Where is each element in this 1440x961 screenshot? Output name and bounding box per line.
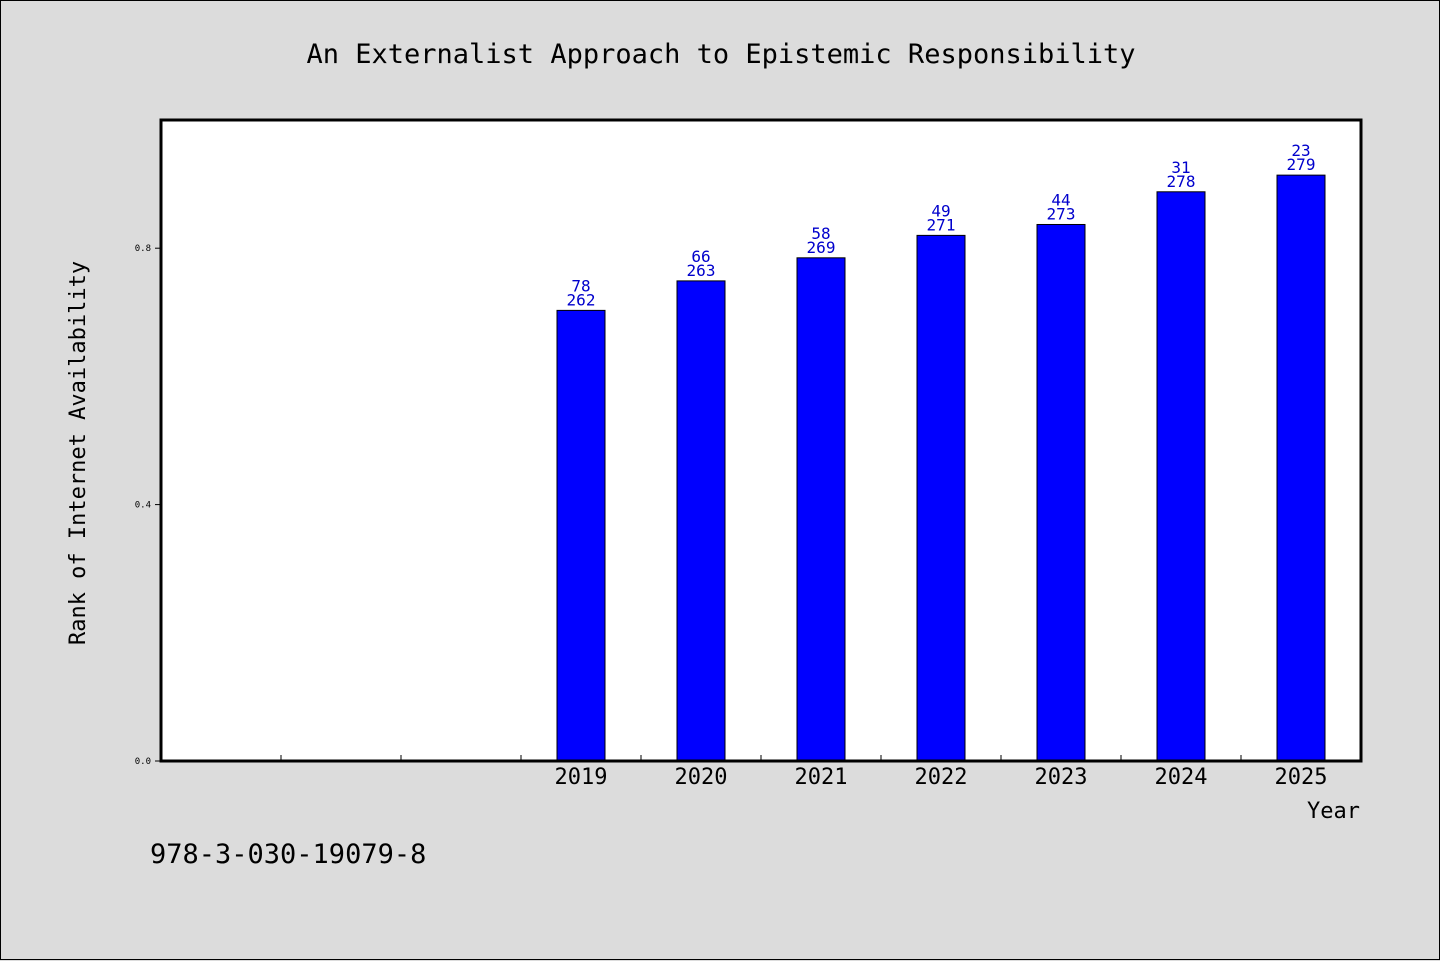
- y-axis-label: Rank of Internet Availability: [66, 261, 91, 645]
- bar-label-rank-2025: 23: [1291, 141, 1310, 160]
- bar-label-count-2024: 278: [1167, 172, 1196, 191]
- x-tick-label-2023: 2023: [1035, 765, 1088, 790]
- bar-2022: [916, 234, 966, 762]
- bar-2019: [556, 309, 606, 762]
- x-tick-label-2021: 2021: [795, 765, 848, 790]
- y-tick-label: 0.0: [135, 757, 151, 767]
- x-axis-label: Year: [1307, 799, 1360, 824]
- y-tick-label: 0.4: [135, 501, 151, 511]
- bar-label-count-2022: 271: [927, 215, 956, 234]
- x-tick-label-2019: 2019: [555, 765, 608, 790]
- bar-label-rank-2022: 49: [931, 201, 950, 220]
- x-tick-label-2022: 2022: [915, 765, 968, 790]
- bar-2020: [676, 280, 726, 762]
- bar-label-count-2019: 262: [567, 290, 596, 309]
- bar-label-rank-2020: 66: [691, 247, 710, 266]
- y-tick-label: 0.8: [135, 244, 151, 254]
- bar-label-rank-2021: 58: [811, 224, 830, 243]
- plot-border: [159, 118, 1363, 763]
- bar-label-rank-2024: 31: [1171, 158, 1190, 177]
- bar-2023: [1036, 223, 1086, 762]
- chart-title: An Externalist Approach to Epistemic Res…: [306, 39, 1135, 70]
- bar-2025: [1276, 174, 1326, 762]
- x-tick-label-2025: 2025: [1275, 765, 1328, 790]
- bar-label-count-2021: 269: [807, 238, 836, 257]
- ticks-group: 0.0 0.4 0.8 2019 2020 2021 2022 2023 2024 2025: [135, 244, 1328, 790]
- bar-label-rank-2019: 78: [571, 276, 590, 295]
- bar-label-count-2023: 273: [1047, 204, 1076, 223]
- bar-2024: [1156, 191, 1206, 762]
- bar-label-rank-2023: 44: [1051, 190, 1070, 209]
- bar-2021: [796, 257, 846, 762]
- bar-label-count-2025: 279: [1287, 155, 1316, 174]
- bar-label-count-2020: 263: [687, 261, 716, 280]
- isbn-label: 978-3-030-19079-8: [150, 839, 426, 870]
- x-tick-label-2024: 2024: [1155, 765, 1208, 790]
- x-tick-label-2020: 2020: [675, 765, 728, 790]
